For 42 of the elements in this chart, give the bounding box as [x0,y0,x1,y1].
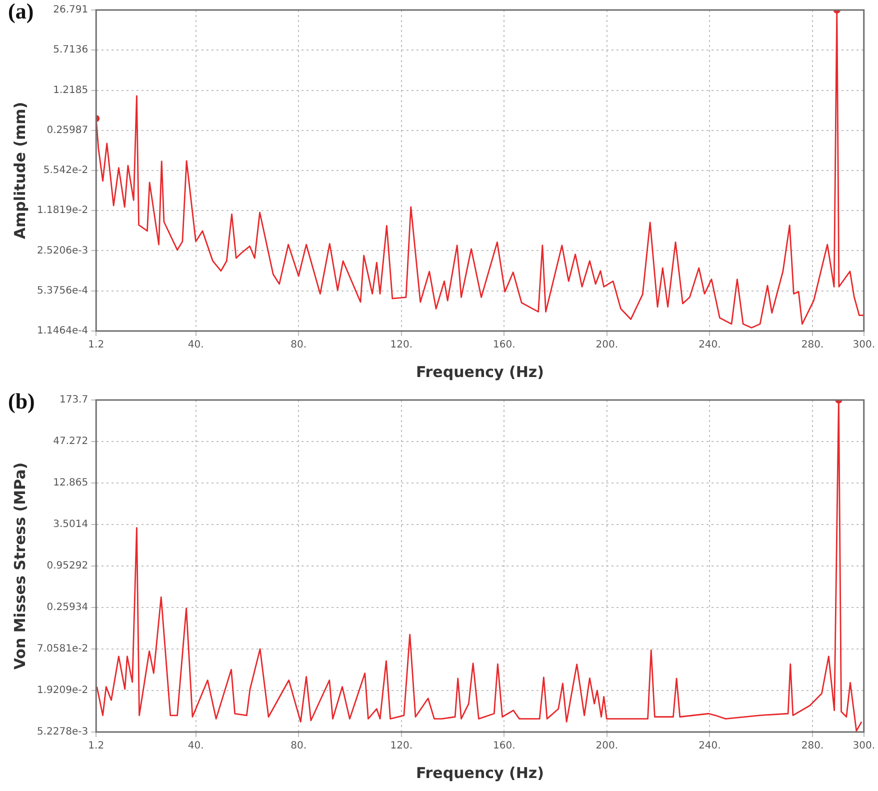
y-tick-label: 0.95292 [46,560,88,572]
y-tick-label: 47.272 [53,436,88,448]
y-axis-title: Amplitude (mm) [10,102,29,240]
y-tick-label: 0.25987 [46,124,88,136]
x-tick-label: 240. [698,340,721,351]
x-tick-label: 120. [390,740,412,752]
x-tick-label: 40. [188,340,204,351]
x-tick-label: 240. [698,740,721,752]
x-tick-label: 200. [596,340,618,351]
y-tick-label: 0.25934 [46,602,88,614]
x-tick-label: 280. [801,340,824,351]
y-axis-title: Von Misses Stress (MPa) [10,462,29,670]
y-tick-label: 3.5014 [53,519,88,530]
x-tick-label: 300. [852,740,875,752]
y-tick-label: 5.7136 [53,44,88,56]
y-tick-label: 7.0581e-2 [36,644,88,655]
chart-title: (a) [8,0,34,24]
x-tick-label: 200. [596,740,618,752]
x-tick-label: 40. [188,740,204,752]
x-tick-label: 280. [801,740,824,752]
y-tick-label: 5.2278e-3 [36,726,88,738]
x-tick-label: 80. [290,340,307,351]
x-axis-title: Frequency (Hz) [416,362,544,381]
y-tick-label: 5.542e-2 [43,165,88,176]
y-tick-label: 1.2185 [53,84,88,96]
chart-title: (b) [8,388,35,414]
y-tick-label: 2.5206e-3 [36,245,88,256]
y-tick-label: 5.3756e-4 [36,285,88,296]
x-axis-title: Frequency (Hz) [416,764,544,782]
x-tick-label: 120. [390,340,412,351]
x-tick-label: 1.2 [88,340,104,351]
y-tick-label: 12.865 [53,478,88,489]
y-tick-label: 173.7 [59,394,88,406]
x-tick-label: 1.2 [88,740,104,752]
y-tick-label: 26.791 [53,4,88,16]
x-tick-label: 300. [852,340,875,351]
y-tick-label: 1.9209e-2 [36,685,88,696]
x-tick-label: 80. [290,740,307,752]
x-tick-label: 160. [493,740,516,752]
y-tick-label: 1.1464e-4 [36,326,88,337]
y-tick-label: 1.1819e-2 [36,205,88,216]
x-tick-label: 160. [493,340,516,351]
